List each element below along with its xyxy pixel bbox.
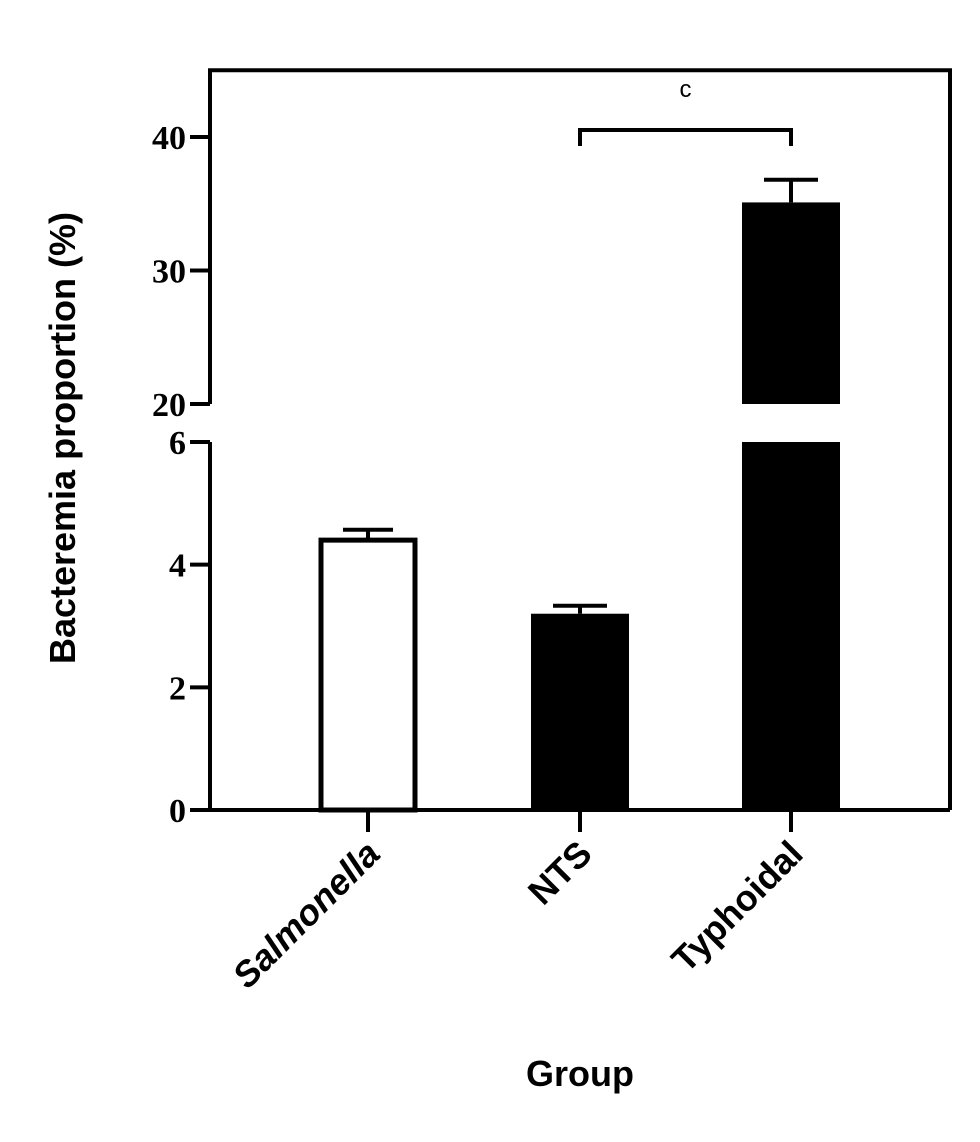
- y-axis-title: Bacteremia proportion (%): [42, 212, 83, 664]
- error-bar-1: [553, 603, 607, 614]
- y-tick-label-lower-2: 4: [169, 548, 186, 585]
- bars: [318, 177, 840, 813]
- plot-frame-upper: [208, 68, 952, 810]
- bar-salmonella: [318, 527, 418, 813]
- bar-rect-lower-2: [742, 442, 840, 810]
- error-bar-0: [343, 527, 393, 541]
- x-tick-label-1: NTS: [520, 833, 600, 913]
- x-axis-tick-labels: Salmonella NTS Typhoidal: [224, 810, 811, 996]
- y-tick-label-lower-1: 2: [169, 670, 186, 707]
- bar-rect-upper-2: [742, 202, 840, 404]
- x-axis-title: Group: [526, 1053, 634, 1094]
- significance-bracket: [578, 128, 793, 146]
- y-tick-label-lower-3: 6: [169, 425, 186, 462]
- bar-rect-0: [318, 537, 418, 813]
- x-tick-label-2: Typhoidal: [663, 833, 810, 980]
- bar-nts: [531, 603, 629, 810]
- y-tick-label-upper-2: 40: [152, 120, 186, 157]
- error-bar-2: [764, 177, 818, 203]
- y-tick-label-upper-0: 20: [152, 387, 186, 424]
- bar-typhoidal: [742, 177, 840, 810]
- bar-rect-1: [531, 613, 629, 810]
- significance-annotation: c: [578, 76, 793, 146]
- y-axis-ticks: 0 2 4 620 30 40: [152, 120, 210, 830]
- y-tick-label-lower-0: 0: [169, 793, 186, 830]
- x-tick-label-0: Salmonella: [224, 833, 387, 996]
- significance-label: c: [680, 76, 692, 103]
- y-tick-label-upper-1: 30: [152, 254, 186, 291]
